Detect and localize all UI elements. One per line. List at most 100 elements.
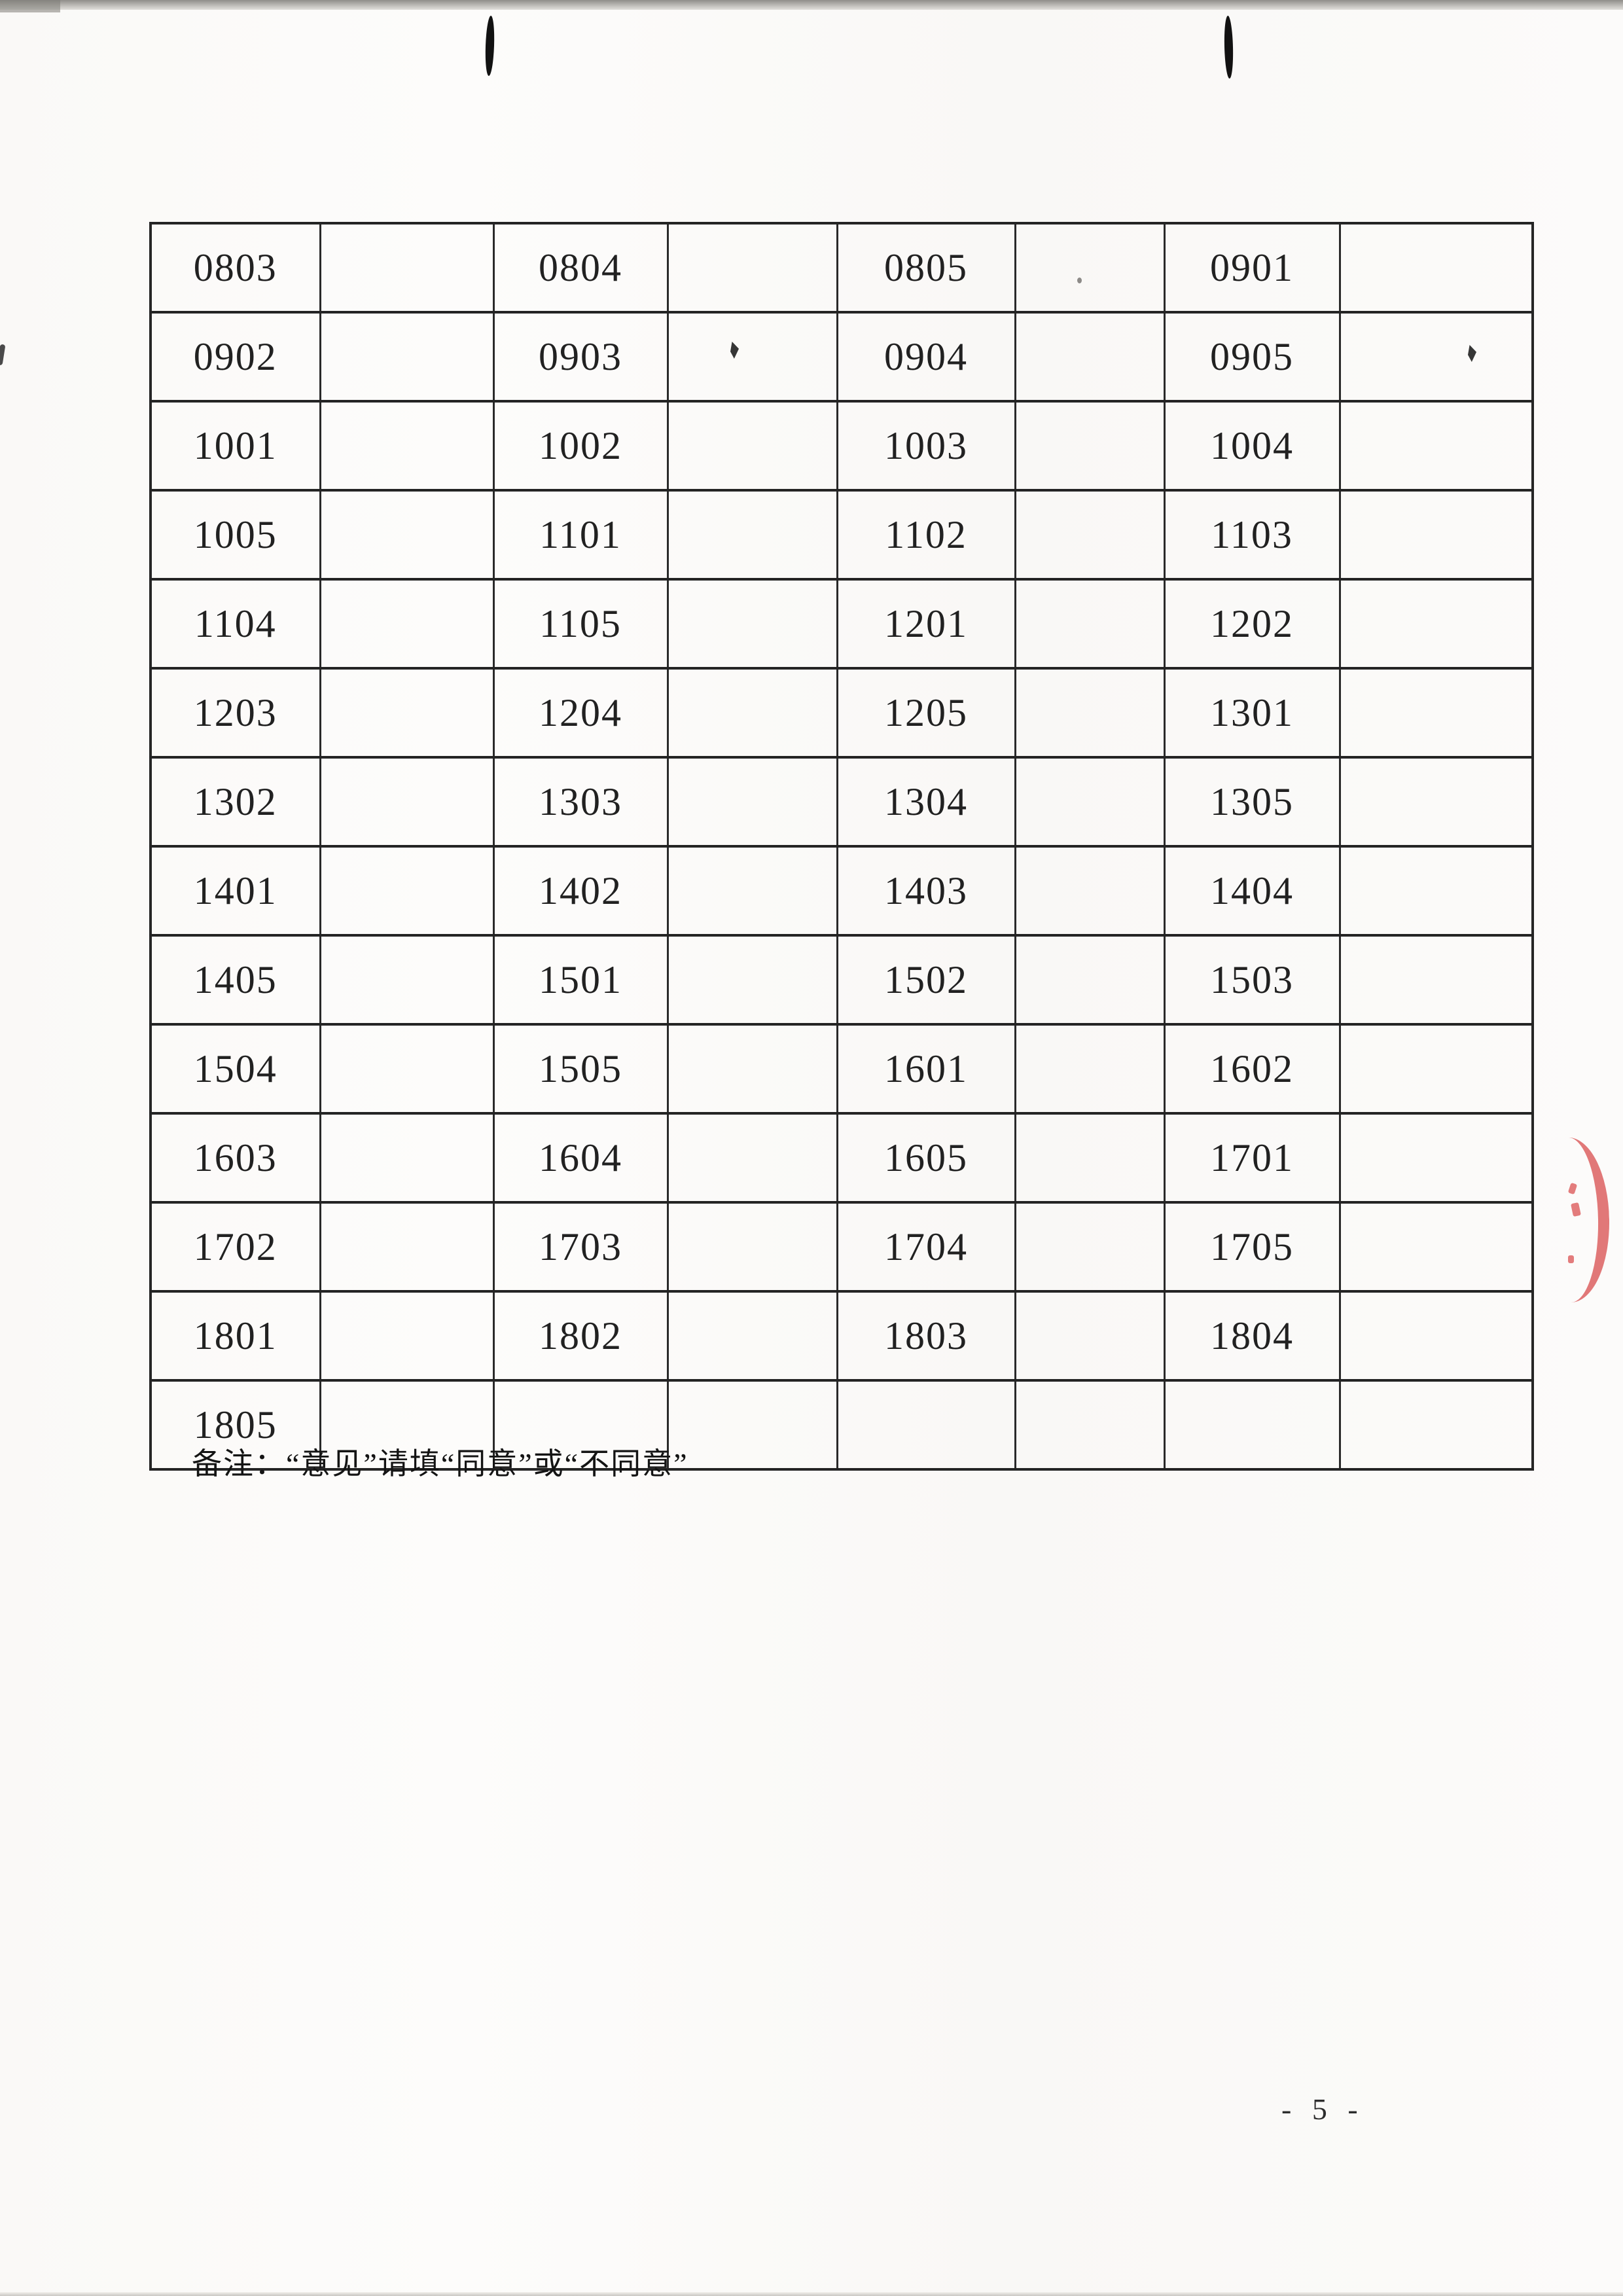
unit-number-cell: 0804 (492, 222, 669, 314)
table-row: 1405 1501 1502 1503 (149, 934, 1534, 1026)
opinion-cell (1338, 1201, 1534, 1293)
opinion-cell (1014, 845, 1166, 937)
table-row: 1801 1802 1803 1804 (149, 1290, 1534, 1382)
scan-edge-top-left (0, 0, 60, 12)
opinion-cell (1338, 222, 1534, 314)
opinion-cell (666, 578, 838, 670)
opinion-cell (1338, 934, 1534, 1026)
scan-edge-bottom (0, 2292, 1623, 2296)
unit-number-cell: 1602 (1163, 1023, 1341, 1115)
unit-number-cell: 0905 (1163, 311, 1341, 403)
unit-number-cell: 1101 (492, 489, 669, 581)
opinion-cell (319, 222, 495, 314)
unit-number-cell: 1603 (149, 1112, 321, 1204)
opinion-cell (1338, 578, 1534, 670)
unit-number-cell: 0903 (492, 311, 669, 403)
opinion-cell (666, 667, 838, 759)
unit-number-cell: 1805 (149, 1379, 321, 1471)
opinion-cell (666, 489, 838, 581)
opinion-cell (1014, 1379, 1166, 1471)
unit-number-cell: 1605 (836, 1112, 1016, 1204)
table-row: 0803 0804 0805 0901 (149, 222, 1534, 314)
opinion-cell (1338, 1379, 1534, 1471)
unit-number-cell: 1504 (149, 1023, 321, 1115)
opinion-cell (1014, 1023, 1166, 1115)
opinion-cell (319, 1023, 495, 1115)
page-number: - 5 - (1281, 2092, 1364, 2126)
opinion-cell (1338, 667, 1534, 759)
unit-number-cell: 1303 (492, 756, 669, 848)
unit-number-cell: 1004 (1163, 400, 1341, 492)
unit-number-cell (836, 1379, 1016, 1471)
staple-mark-left (484, 15, 495, 77)
table-row: 1001 1002 1003 1004 (149, 400, 1534, 492)
opinion-cell (319, 489, 495, 581)
note-text: 备注：“意见”请填“同意”或“不同意” (192, 1447, 688, 1480)
opinion-cell (1014, 578, 1166, 670)
opinion-cell (666, 311, 838, 403)
unit-number-cell: 1403 (836, 845, 1016, 937)
unit-number-cell: 1205 (836, 667, 1016, 759)
opinion-cell (319, 756, 495, 848)
opinion-cell (1014, 489, 1166, 581)
opinion-cell (666, 1112, 838, 1204)
opinion-cell (319, 1290, 495, 1382)
opinion-cell (666, 1290, 838, 1382)
unit-number-cell (492, 1379, 669, 1471)
unit-number-cell: 1302 (149, 756, 321, 848)
unit-number-cell: 0805 (836, 222, 1016, 314)
opinion-cell (1014, 311, 1166, 403)
unit-number-cell: 1102 (836, 489, 1016, 581)
unit-number-cell: 1501 (492, 934, 669, 1026)
unit-number-cell: 1601 (836, 1023, 1016, 1115)
opinion-cell (1014, 756, 1166, 848)
unit-number-cell: 1002 (492, 400, 669, 492)
unit-number-cell: 1103 (1163, 489, 1341, 581)
table-row: 1603 1604 1605 1701 (149, 1112, 1534, 1204)
opinion-cell (666, 400, 838, 492)
red-stamp-fragment (1528, 1136, 1611, 1304)
unit-number-cell: 1705 (1163, 1201, 1341, 1293)
scan-edge-top (0, 0, 1623, 10)
unit-number-cell: 0902 (149, 311, 321, 403)
unit-number-cell: 1802 (492, 1290, 669, 1382)
ink-dot (1077, 278, 1082, 283)
opinion-cell (666, 1023, 838, 1115)
unit-number-cell: 1701 (1163, 1112, 1341, 1204)
opinion-cell (666, 222, 838, 314)
table-row: 1005 1101 1102 1103 (149, 489, 1534, 581)
unit-number-cell: 1401 (149, 845, 321, 937)
opinion-cell (319, 578, 495, 670)
opinion-cell (1014, 1201, 1166, 1293)
unit-number-cell: 1503 (1163, 934, 1341, 1026)
unit-number-cell: 1301 (1163, 667, 1341, 759)
opinion-cell (319, 400, 495, 492)
table-row: 1805 (149, 1379, 1534, 1471)
opinion-cell (319, 311, 495, 403)
unit-number-cell: 1505 (492, 1023, 669, 1115)
opinion-cell (1338, 311, 1534, 403)
opinion-cell (1338, 1290, 1534, 1382)
unit-number-cell: 1201 (836, 578, 1016, 670)
table-row: 1302 1303 1304 1305 (149, 756, 1534, 848)
opinion-cell (666, 845, 838, 937)
unit-number-cell: 0803 (149, 222, 321, 314)
unit-opinion-table: 0803 0804 0805 0901 0902 0903 0904 0905 1001 1002… (149, 222, 1534, 1471)
unit-number-cell: 1305 (1163, 756, 1341, 848)
opinion-cell (319, 1201, 495, 1293)
opinion-cell (319, 1112, 495, 1204)
opinion-cell (666, 1379, 838, 1471)
opinion-cell (319, 934, 495, 1026)
opinion-cell (1338, 845, 1534, 937)
unit-number-cell: 0901 (1163, 222, 1341, 314)
table-body: 0803 0804 0805 0901 0902 0903 0904 0905 1001 1002… (149, 222, 1534, 1471)
unit-number-cell: 1104 (149, 578, 321, 670)
table-row: 1401 1402 1403 1404 (149, 845, 1534, 937)
opinion-cell (1338, 1112, 1534, 1204)
red-stamp-speck (1568, 1255, 1574, 1263)
unit-number-cell: 1001 (149, 400, 321, 492)
table-row: 0902 0903 0904 0905 (149, 311, 1534, 403)
unit-number-cell: 1003 (836, 400, 1016, 492)
opinion-cell (319, 845, 495, 937)
